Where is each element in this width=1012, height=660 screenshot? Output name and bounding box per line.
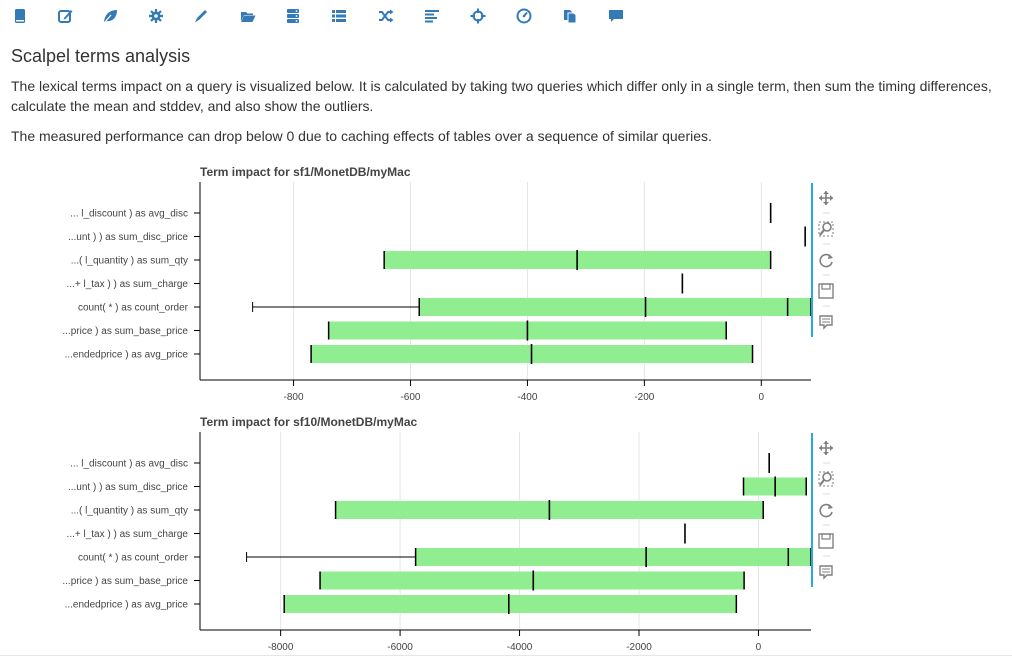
hover-icon[interactable] — [819, 315, 833, 330]
y-tick-label: ...unt ) ) as sum_disc_price — [68, 232, 188, 243]
term-impact-plot-sf1: Term impact for sf1/MonetDB/myMac -800 -60… — [0, 160, 1012, 410]
edit-icon[interactable] — [57, 8, 73, 24]
crosshair-icon[interactable] — [470, 8, 486, 24]
x-tick-label: -800 — [284, 392, 304, 403]
box-glyph[interactable] — [383, 250, 772, 270]
x-tick-label: -600 — [400, 392, 420, 403]
box-glyph[interactable] — [283, 594, 738, 614]
y-tick-label: ... l_discount ) as avg_disc — [70, 459, 188, 470]
folder-open-icon[interactable] — [240, 8, 256, 24]
y-tick-label: count( * ) as count_order — [78, 303, 189, 314]
y-tick-label: ... l_discount ) as avg_disc — [70, 209, 188, 220]
term-impact-plot-sf10: Term impact for sf10/MonetDB/myMac -8000 -… — [0, 410, 1012, 660]
box-rect — [320, 571, 745, 590]
box-rect — [415, 548, 811, 566]
box-rect — [419, 298, 811, 316]
leaf-icon[interactable] — [102, 8, 118, 24]
x-tick-label: -8000 — [268, 642, 294, 653]
x-tick-label: -200 — [634, 392, 654, 403]
y-tick-label: ...price ) as sum_base_price — [62, 576, 188, 587]
box-glyph[interactable] — [319, 570, 745, 591]
list-icon[interactable] — [331, 8, 347, 24]
x-tick-label: 0 — [756, 642, 762, 653]
box-glyph[interactable] — [310, 344, 754, 364]
save-icon[interactable] — [818, 533, 834, 549]
box-glyph[interactable] — [327, 320, 727, 341]
pan-icon[interactable] — [819, 441, 833, 455]
server-icon[interactable] — [285, 8, 301, 24]
description-paragraph: The lexical terms impact on a query is v… — [11, 78, 992, 114]
hover-icon[interactable] — [819, 565, 833, 580]
y-tick-label: ...endedprice ) as avg_price — [65, 350, 189, 361]
box-plot-svg[interactable]: Term impact for sf1/MonetDB/myMac -800 -60… — [0, 160, 1012, 410]
box-glyph[interactable] — [246, 547, 812, 567]
notebook-toolbar — [0, 0, 1012, 34]
y-tick-label: ...endedprice ) as avg_price — [65, 600, 189, 611]
box-rect — [284, 595, 737, 613]
y-tick-label: ...( l_quantity ) as sum_qty — [71, 256, 188, 267]
y-tick-label: ...( l_quantity ) as sum_qty — [71, 506, 188, 517]
reset-icon[interactable] — [819, 253, 833, 268]
x-tick-label: 0 — [759, 392, 765, 403]
x-tick-label: -6000 — [387, 642, 413, 653]
x-tick-label: -4000 — [507, 642, 533, 653]
caching-note-paragraph: The measured performance can drop below … — [11, 128, 712, 144]
y-tick-label: ...+ l_tax ) ) as sum_charge — [67, 529, 189, 540]
x-tick-label: -400 — [517, 392, 537, 403]
shuffle-icon[interactable] — [378, 8, 394, 24]
page-title: Scalpel terms analysis — [11, 46, 191, 66]
reset-icon[interactable] — [819, 503, 833, 518]
pan-icon[interactable] — [819, 191, 833, 205]
gear-icon[interactable] — [148, 8, 164, 24]
copy-icon[interactable] — [562, 8, 578, 24]
plot-title: Term impact for sf1/MonetDB/myMac — [200, 165, 411, 179]
save-icon[interactable] — [818, 283, 834, 299]
plot-title: Term impact for sf10/MonetDB/myMac — [200, 415, 417, 429]
dashboard-icon[interactable] — [516, 8, 532, 24]
box-glyph[interactable] — [252, 297, 812, 317]
align-left-icon[interactable] — [424, 8, 440, 24]
box-glyph[interactable] — [742, 476, 807, 497]
wheel-zoom-icon[interactable] — [818, 471, 834, 487]
wheel-zoom-icon[interactable] — [818, 221, 834, 237]
divider — [0, 655, 1012, 656]
x-tick-label: -2000 — [626, 642, 652, 653]
book-icon[interactable] — [12, 8, 28, 24]
y-tick-label: ...+ l_tax ) ) as sum_charge — [67, 279, 189, 290]
box-glyph[interactable] — [334, 500, 764, 520]
comment-icon[interactable] — [608, 8, 624, 24]
box-plot-svg[interactable]: Term impact for sf10/MonetDB/myMac -8000 -… — [0, 410, 1012, 660]
y-tick-label: ...unt ) ) as sum_disc_price — [68, 482, 188, 493]
y-tick-label: ...price ) as sum_base_price — [62, 326, 188, 337]
y-tick-label: count( * ) as count_order — [78, 553, 189, 564]
pencil-icon[interactable] — [193, 8, 209, 24]
